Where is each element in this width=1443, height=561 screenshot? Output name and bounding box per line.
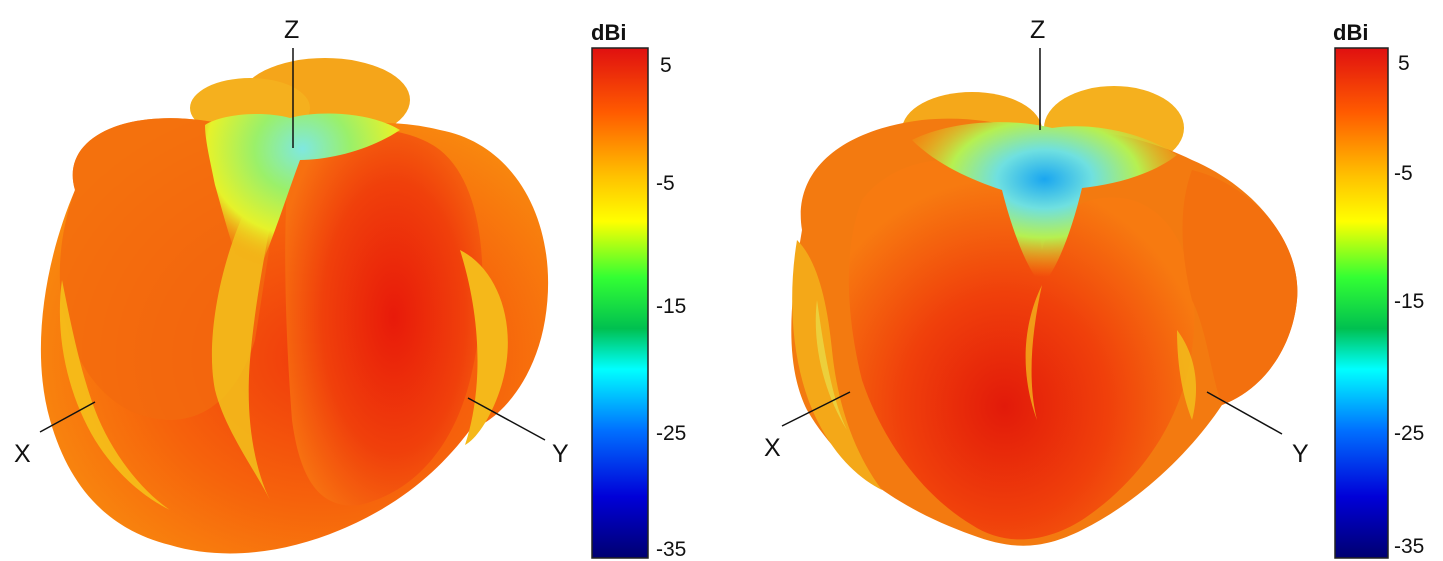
colorbar-tick: -15: [1394, 290, 1424, 313]
colorbar-tick: -25: [1394, 422, 1424, 445]
colorbar-gradient: [592, 48, 648, 558]
x-axis-label: X: [14, 440, 31, 468]
colorbar-tick: -15: [656, 295, 686, 318]
colorbar-left: dBi 5 -5 -15 -25 -35: [591, 20, 686, 561]
colorbar-gradient: [1335, 48, 1388, 558]
colorbar-tick: 5: [1398, 52, 1410, 75]
pattern-plot-left: Z X Y dBi 5 -5 -15 -25 -35: [0, 0, 721, 561]
colorbar-right: dBi 5 -5 -15 -25 -35: [1333, 20, 1424, 558]
y-axis-label: Y: [1292, 440, 1309, 468]
y-axis-line: [1207, 392, 1282, 434]
radiation-pattern-panel-left: Z X Y dBi 5 -5 -15 -25 -35: [0, 0, 721, 561]
colorbar-tick: -35: [1394, 535, 1424, 558]
z-axis-label: Z: [1030, 16, 1045, 44]
colorbar-unit: dBi: [1333, 20, 1368, 45]
z-axis-label: Z: [284, 16, 299, 44]
colorbar-tick: -5: [1394, 162, 1413, 185]
radiation-pattern-panel-right: Z X Y dBi 5 -5 -15 -25 -35: [722, 0, 1443, 561]
colorbar-tick: -5: [656, 172, 675, 195]
colorbar-tick: 5: [660, 54, 672, 77]
colorbar-tick: -35: [656, 538, 686, 561]
y-axis-label: Y: [552, 440, 569, 468]
radiation-pattern-3d-left: [41, 58, 548, 553]
radiation-pattern-3d-right: [791, 86, 1297, 546]
x-axis-label: X: [764, 434, 781, 462]
colorbar-tick: -25: [656, 422, 686, 445]
colorbar-unit: dBi: [591, 20, 626, 45]
pattern-plot-right: Z X Y dBi 5 -5 -15 -25 -35: [722, 0, 1443, 561]
